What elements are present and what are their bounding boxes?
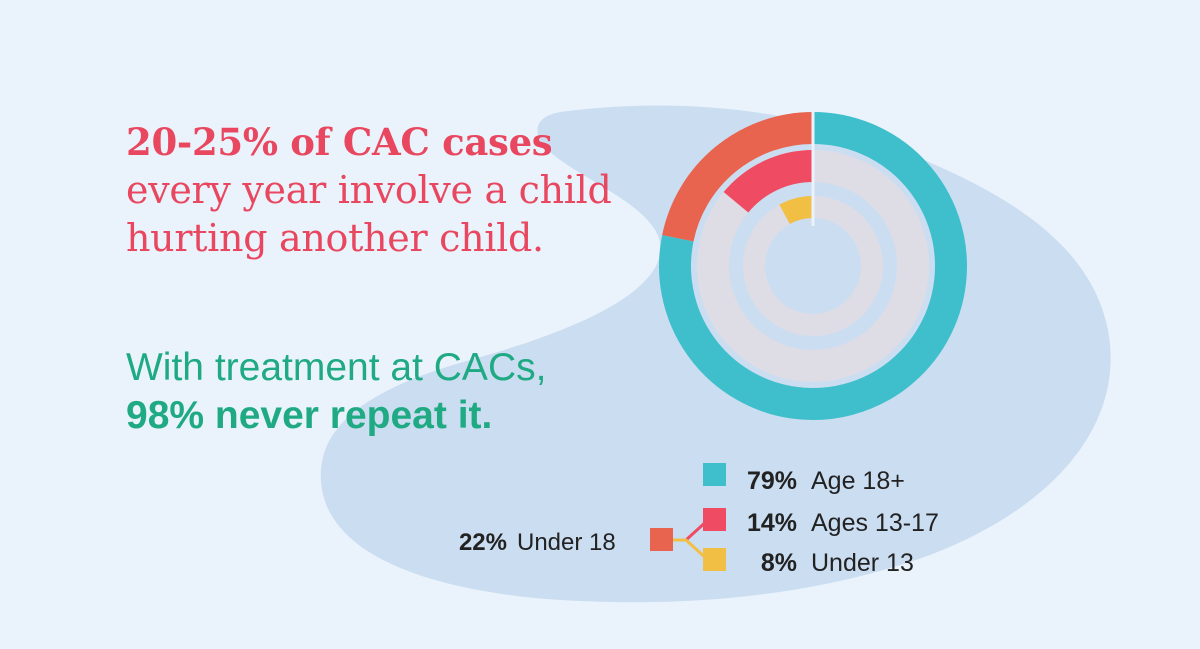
legend-swatch-under-13 <box>703 548 726 571</box>
legend-swatch-age-18- <box>703 463 726 486</box>
legend-connector-13-17 <box>672 518 710 542</box>
outcome-intro: With treatment at CACs, <box>126 346 547 389</box>
headline: 20-25% of CAC cases every year involve a… <box>126 118 686 262</box>
legend-label-under-18: Under 18 <box>517 529 616 556</box>
legend-label-ages-13-17: Ages 13-17 <box>811 509 939 537</box>
legend-pct-under-13: 8% <box>761 549 797 577</box>
slice-under-13 <box>779 196 814 225</box>
headline-line-1: every year involve a child <box>126 168 612 212</box>
legend-swatch-ages-13-17 <box>703 508 726 531</box>
slice-under-18 <box>662 112 814 242</box>
legend-pct-age-18-: 79% <box>747 467 797 495</box>
legend-pct-under-18: 22% <box>459 529 507 556</box>
headline-line-2: hurting another child. <box>126 216 544 260</box>
legend-swatch-under-18 <box>650 528 673 551</box>
outcome-statement: With treatment at CACs, 98% never repeat… <box>126 344 686 440</box>
outcome-strong: 98% never repeat it. <box>126 394 493 437</box>
legend-connector-under-13 <box>672 538 710 562</box>
legend-label-under-13: Under 13 <box>811 549 914 577</box>
legend-label-age-18-: Age 18+ <box>811 467 905 495</box>
legend-pct-ages-13-17: 14% <box>747 509 797 537</box>
slice-ages-13-17 <box>723 150 814 213</box>
slice-age-18-plus <box>659 112 967 420</box>
headline-strong: 20-25% of CAC cases <box>126 120 553 164</box>
